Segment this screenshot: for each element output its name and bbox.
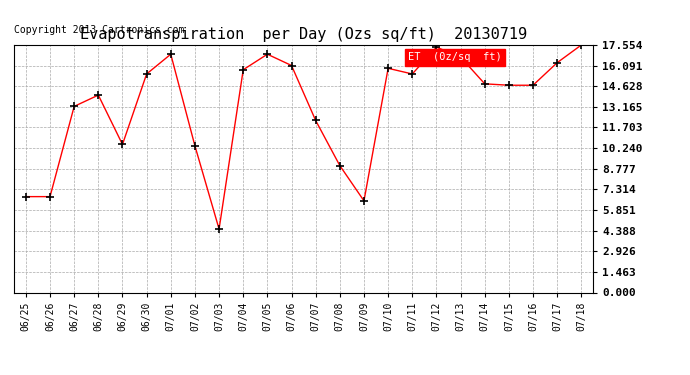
Text: ET  (0z/sq  ft): ET (0z/sq ft) <box>408 53 502 62</box>
Title: Evapotranspiration  per Day (Ozs sq/ft)  20130719: Evapotranspiration per Day (Ozs sq/ft) 2… <box>80 27 527 42</box>
Text: Copyright 2013 Cartronics.com: Copyright 2013 Cartronics.com <box>14 25 184 35</box>
